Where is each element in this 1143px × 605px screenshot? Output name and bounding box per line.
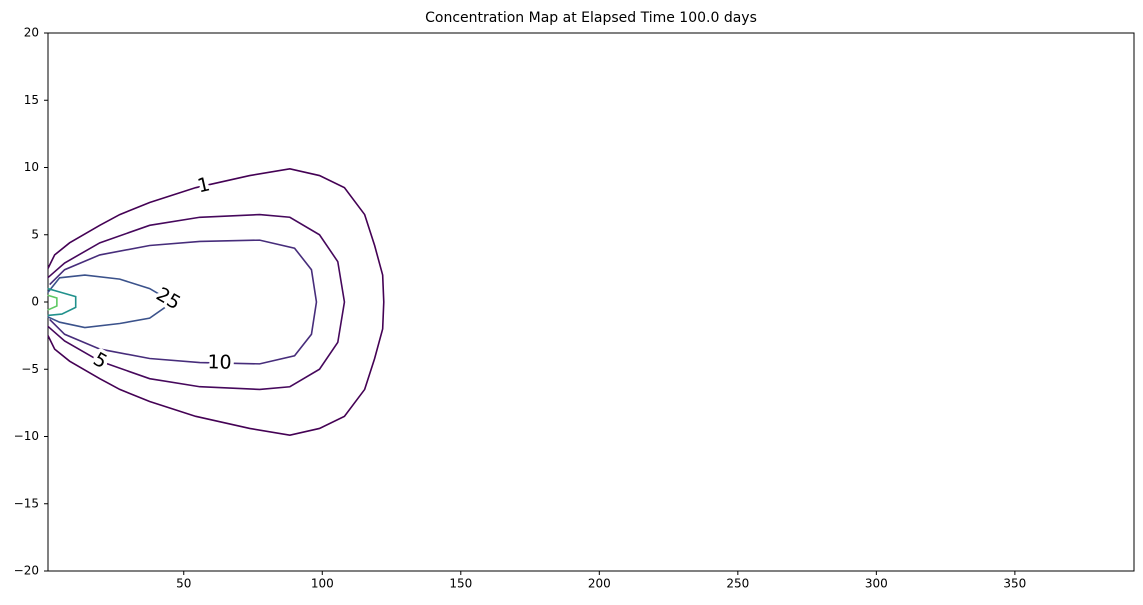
- contour-line: [47, 168, 385, 436]
- x-tick-label: 250: [726, 577, 749, 591]
- x-tick-label: 150: [449, 577, 472, 591]
- contour-line: [47, 294, 58, 311]
- y-tick-label: 10: [24, 160, 39, 174]
- chart-title: Concentration Map at Elapsed Time 100.0 …: [425, 10, 757, 26]
- contour-label: 5: [89, 348, 110, 373]
- x-tick-label: 350: [1003, 577, 1026, 591]
- plot-frame: [47, 32, 1135, 572]
- y-tick-label: 5: [31, 227, 39, 241]
- y-tick-label: 15: [24, 93, 39, 107]
- y-tick-label: −15: [14, 496, 39, 510]
- y-tick-label: −5: [21, 362, 39, 376]
- contour-label: 1: [195, 173, 212, 197]
- contour-label: 10: [207, 351, 232, 374]
- contour-line: [47, 274, 175, 329]
- y-tick-label: 20: [24, 26, 39, 40]
- y-tick-label: −20: [14, 564, 39, 578]
- x-tick-label: 300: [865, 577, 888, 591]
- y-tick-label: −10: [14, 429, 39, 443]
- x-tick-label: 50: [176, 577, 191, 591]
- contour-line: [49, 239, 318, 365]
- contour-line: [47, 287, 77, 317]
- y-tick-label: 0: [31, 295, 39, 309]
- x-tick-label: 200: [588, 577, 611, 591]
- x-tick-label: 100: [311, 577, 334, 591]
- contour-label: 25: [152, 283, 184, 314]
- contour-line: [47, 213, 346, 391]
